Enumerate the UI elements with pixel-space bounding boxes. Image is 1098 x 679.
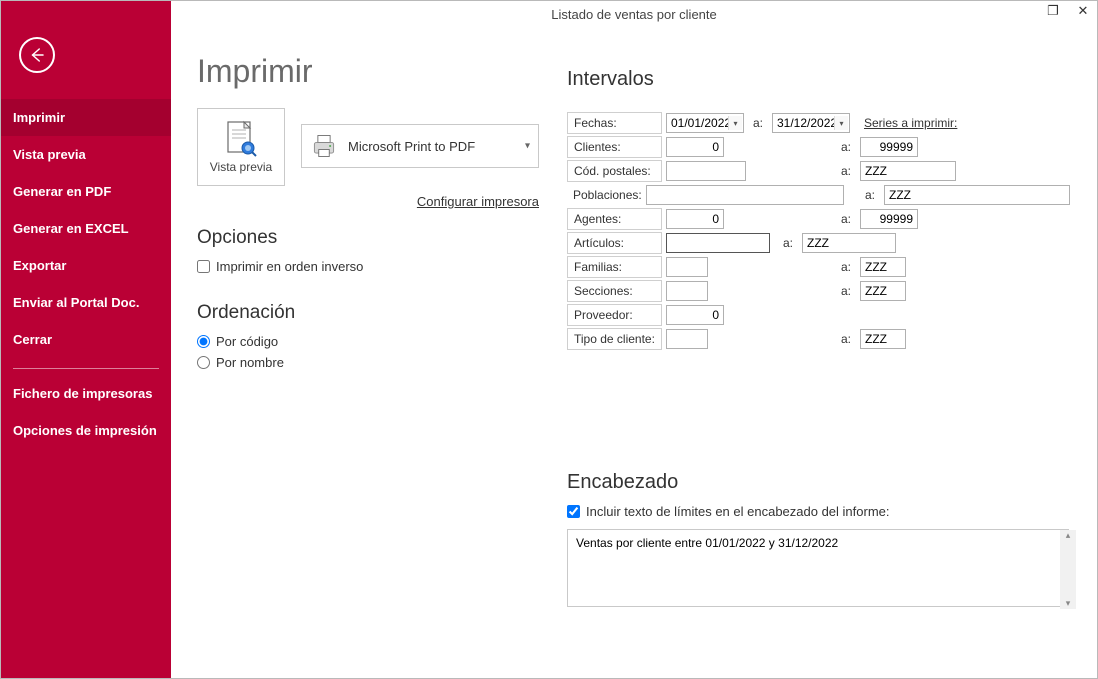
row-clientes: Clientes: a: xyxy=(567,135,1077,159)
vista-previa-label: Vista previa xyxy=(210,160,272,174)
agentes-to[interactable] xyxy=(860,209,918,229)
encabezado-heading: Encabezado xyxy=(567,471,1077,494)
radio-nombre-label: Por nombre xyxy=(216,355,284,370)
fechas-to-dropdown[interactable]: ▾ xyxy=(834,116,848,130)
printer-icon xyxy=(310,132,338,160)
radio-por-codigo[interactable]: Por código xyxy=(197,334,557,349)
pobl-to[interactable] xyxy=(884,185,1070,205)
encabezado-textarea[interactable] xyxy=(567,529,1069,607)
right-column: Intervalos Fechas: ▾ a: ▾ xyxy=(557,108,1077,610)
sidebar-divider xyxy=(13,368,159,369)
sidebar-item-exportar[interactable]: Exportar xyxy=(1,247,171,284)
sidebar-item-vista-previa[interactable]: Vista previa xyxy=(1,136,171,173)
opciones-heading: Opciones xyxy=(197,227,557,249)
sidebar-item-imprimir[interactable]: Imprimir xyxy=(1,99,171,136)
printer-name: Microsoft Print to PDF xyxy=(348,139,475,154)
lbl-tipocli: Tipo de cliente: xyxy=(567,328,662,350)
opciones-reverse[interactable]: Imprimir en orden inverso xyxy=(197,259,557,274)
a-2: a: xyxy=(836,140,856,154)
sidebar-item-enviar-portal[interactable]: Enviar al Portal Doc. xyxy=(1,284,171,321)
back-button[interactable] xyxy=(19,37,55,73)
print-window: Listado de ventas por cliente ❐ ✕ Imprim… xyxy=(0,0,1098,679)
intervalos-grid: Fechas: ▾ a: ▾ Series a imprimir: xyxy=(567,111,1077,351)
radio-nombre-input[interactable] xyxy=(197,356,210,369)
scroll-up-icon: ▴ xyxy=(1066,530,1071,541)
pobl-from[interactable] xyxy=(646,185,844,205)
lbl-fechas: Fechas: xyxy=(567,112,662,134)
intervalos-heading: Intervalos xyxy=(567,68,1077,91)
secciones-to[interactable] xyxy=(860,281,906,301)
scroll-down-icon: ▾ xyxy=(1066,598,1071,609)
row-secciones: Secciones: a: xyxy=(567,279,1077,303)
vista-previa-button[interactable]: Vista previa xyxy=(197,108,285,186)
sidebar-item-generar-excel[interactable]: Generar en EXCEL xyxy=(1,210,171,247)
row-agentes: Agentes: a: xyxy=(567,207,1077,231)
a-7: a: xyxy=(836,260,856,274)
radio-codigo-label: Por código xyxy=(216,334,278,349)
encabezado-chk[interactable]: Incluir texto de límites en el encabezad… xyxy=(567,504,1077,519)
row-proveedor: Proveedor: xyxy=(567,303,1077,327)
clientes-from[interactable] xyxy=(666,137,724,157)
tipocli-from[interactable] xyxy=(666,329,708,349)
secciones-from[interactable] xyxy=(666,281,708,301)
encabezado-checkbox[interactable] xyxy=(567,505,580,518)
lbl-clientes: Clientes: xyxy=(567,136,662,158)
row-tipocli: Tipo de cliente: a: xyxy=(567,327,1077,351)
row-poblaciones: Poblaciones: a: xyxy=(567,183,1077,207)
ordenacion-heading: Ordenación xyxy=(197,302,557,324)
lbl-pobl: Poblaciones: xyxy=(567,184,642,206)
familias-to[interactable] xyxy=(860,257,906,277)
tipocli-to[interactable] xyxy=(860,329,906,349)
arrow-left-icon xyxy=(28,46,46,64)
sidebar-item-opciones-impresion[interactable]: Opciones de impresión xyxy=(1,412,171,449)
a-5: a: xyxy=(836,212,856,226)
a-1: a: xyxy=(748,116,768,130)
agentes-from[interactable] xyxy=(666,209,724,229)
familias-from[interactable] xyxy=(666,257,708,277)
row-codpost: Cód. postales: a: xyxy=(567,159,1077,183)
fechas-from-dropdown[interactable]: ▾ xyxy=(728,116,742,130)
lbl-proveedor: Proveedor: xyxy=(567,304,662,326)
configure-printer-link[interactable]: Configurar impresora xyxy=(417,194,539,209)
codpost-to[interactable] xyxy=(860,161,956,181)
lbl-secciones: Secciones: xyxy=(567,280,662,302)
row-fechas: Fechas: ▾ a: ▾ Series a imprimir: xyxy=(567,111,1077,135)
row-familias: Familias: a: xyxy=(567,255,1077,279)
sidebar-item-fichero-impresoras[interactable]: Fichero de impresoras xyxy=(1,375,171,412)
radio-codigo-input[interactable] xyxy=(197,335,210,348)
sidebar-item-generar-pdf[interactable]: Generar en PDF xyxy=(1,173,171,210)
proveedor-from[interactable] xyxy=(666,305,724,325)
sidebar: Imprimir Vista previa Generar en PDF Gen… xyxy=(1,1,171,678)
lbl-articulos: Artículos: xyxy=(567,232,662,254)
lbl-codpost: Cód. postales: xyxy=(567,160,662,182)
lbl-agentes: Agentes: xyxy=(567,208,662,230)
radio-por-nombre[interactable]: Por nombre xyxy=(197,355,557,370)
textarea-scrollbar[interactable]: ▴ ▾ xyxy=(1060,530,1076,609)
content: Imprimir xyxy=(171,1,1097,678)
encabezado-chk-label: Incluir texto de límites en el encabezad… xyxy=(586,504,890,519)
articulos-from[interactable] xyxy=(666,233,770,253)
reverse-label: Imprimir en orden inverso xyxy=(216,259,363,274)
chevron-down-icon: ▾ xyxy=(525,141,530,152)
left-column: Vista previa Microsoft Print to PDF ▾ xyxy=(197,108,557,610)
a-6: a: xyxy=(778,236,798,250)
codpost-from[interactable] xyxy=(666,161,746,181)
series-a-imprimir-link[interactable]: Series a imprimir: xyxy=(864,116,957,130)
articulos-to[interactable] xyxy=(802,233,896,253)
a-8: a: xyxy=(836,284,856,298)
document-preview-icon xyxy=(224,120,258,160)
clientes-to[interactable] xyxy=(860,137,918,157)
lbl-familias: Familias: xyxy=(567,256,662,278)
a-4: a: xyxy=(860,188,880,202)
sidebar-item-cerrar[interactable]: Cerrar xyxy=(1,321,171,358)
row-articulos: Artículos: a: xyxy=(567,231,1077,255)
printer-select[interactable]: Microsoft Print to PDF ▾ xyxy=(301,124,539,168)
reverse-checkbox[interactable] xyxy=(197,260,210,273)
a-9: a: xyxy=(836,332,856,346)
a-3: a: xyxy=(836,164,856,178)
